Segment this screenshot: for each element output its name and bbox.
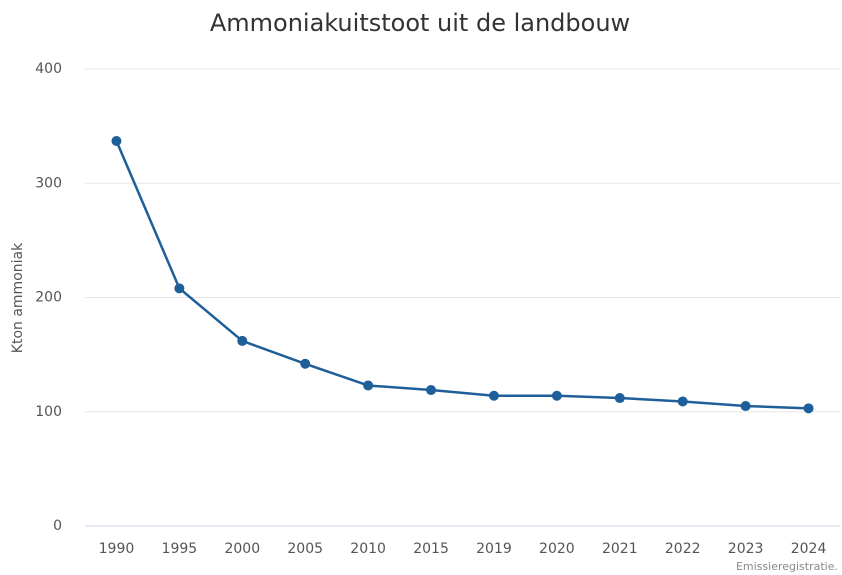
marker bbox=[426, 385, 437, 396]
x-tick-label: 1995 bbox=[162, 541, 198, 557]
y-tick-label: 0 bbox=[53, 518, 62, 534]
marker bbox=[300, 358, 311, 369]
y-tick-label: 200 bbox=[35, 290, 62, 306]
x-tick-label: 2022 bbox=[665, 541, 701, 557]
marker bbox=[551, 390, 562, 401]
x-tick-label: 2024 bbox=[791, 541, 827, 557]
x-tick-label: 2005 bbox=[287, 541, 323, 557]
marker bbox=[740, 401, 751, 412]
chart-title: Ammoniakuitstoot uit de landbouw bbox=[210, 9, 630, 37]
y-tick-label: 400 bbox=[35, 61, 62, 77]
x-tick-label: 2019 bbox=[476, 541, 512, 557]
marker bbox=[677, 396, 688, 407]
x-tick-label: 2010 bbox=[350, 541, 386, 557]
x-tick-label: 2021 bbox=[602, 541, 638, 557]
x-tick-label: 2000 bbox=[224, 541, 260, 557]
line bbox=[115, 140, 809, 410]
marker bbox=[803, 403, 814, 414]
marker bbox=[237, 335, 248, 346]
marker bbox=[174, 283, 185, 294]
y-tick-label: 300 bbox=[35, 175, 62, 191]
y-tick-label: 100 bbox=[35, 404, 62, 420]
credit: Emissieregistratie. bbox=[736, 560, 838, 573]
marker bbox=[614, 393, 625, 404]
x-tick-label: 2015 bbox=[413, 541, 449, 557]
x-tick-label: 2020 bbox=[539, 541, 575, 557]
marker bbox=[363, 380, 374, 391]
x-tick-label: 2023 bbox=[728, 541, 764, 557]
marker bbox=[111, 135, 122, 146]
y-axis-label: Kton ammoniak bbox=[10, 242, 26, 353]
marker bbox=[488, 390, 499, 401]
x-tick-label: 1990 bbox=[99, 541, 135, 557]
